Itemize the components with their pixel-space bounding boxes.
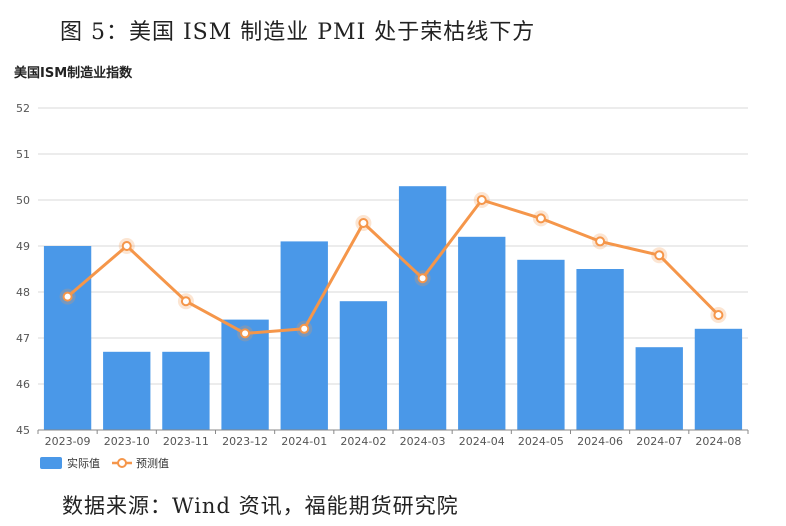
forecast-point bbox=[713, 310, 724, 320]
chart-title: 美国ISM制造业指数 bbox=[14, 66, 133, 81]
x-tick-label: 2024-07 bbox=[636, 435, 682, 448]
y-tick-label: 49 bbox=[16, 240, 30, 253]
source-note: 数据来源：Wind 资讯，福能期货研究院 bbox=[62, 494, 459, 518]
grid-lines bbox=[38, 107, 748, 385]
x-tick-label: 2024-03 bbox=[400, 435, 446, 448]
x-tick-label: 2023-10 bbox=[104, 435, 150, 448]
bar-series bbox=[43, 186, 743, 430]
y-tick-label: 52 bbox=[16, 102, 30, 115]
x-tick-label: 2024-02 bbox=[340, 435, 386, 448]
forecast-point bbox=[476, 195, 487, 205]
x-tick-label: 2024-06 bbox=[577, 435, 623, 448]
bar bbox=[280, 241, 328, 430]
forecast-point bbox=[180, 296, 191, 307]
bar bbox=[103, 351, 151, 430]
legend-swatch-forecast-dot bbox=[117, 458, 127, 468]
forecast-point bbox=[417, 273, 428, 284]
legend-label-actual: 实际值 bbox=[67, 456, 100, 470]
bar bbox=[576, 269, 624, 430]
bar bbox=[398, 186, 447, 430]
bar bbox=[694, 328, 743, 430]
x-tick-label: 2024-05 bbox=[518, 435, 564, 448]
y-tick-label: 51 bbox=[16, 148, 30, 161]
forecast-line bbox=[66, 198, 720, 335]
x-tick-label: 2023-11 bbox=[163, 435, 209, 448]
bar bbox=[339, 301, 388, 430]
legend-label-forecast: 预测值 bbox=[136, 457, 169, 470]
x-tick-label: 2024-04 bbox=[459, 435, 505, 448]
legend-swatch-actual bbox=[40, 457, 62, 469]
forecast-point bbox=[358, 218, 369, 228]
y-tick-label: 48 bbox=[16, 286, 30, 299]
x-tick-label: 2024-01 bbox=[281, 435, 327, 448]
bar bbox=[162, 351, 210, 430]
bar bbox=[635, 347, 683, 430]
x-axis-ticks: 2023-09 2023-10 2023-11 2023-12 2024-01 2024-… bbox=[37, 430, 749, 448]
forecast-point bbox=[595, 236, 606, 247]
line-series bbox=[59, 192, 727, 342]
figure-title: 图 5：美国 ISM 制造业 PMI 处于荣枯线下方 bbox=[60, 20, 536, 45]
y-tick-label: 47 bbox=[16, 332, 30, 345]
bar bbox=[458, 236, 506, 430]
y-tick-label: 46 bbox=[16, 378, 30, 391]
forecast-point bbox=[240, 328, 251, 339]
y-tick-label: 45 bbox=[16, 424, 30, 437]
forecast-point bbox=[299, 323, 310, 334]
x-tick-label: 2023-09 bbox=[45, 435, 91, 448]
forecast-point bbox=[535, 213, 546, 224]
x-tick-label: 2024-08 bbox=[695, 435, 741, 448]
forecast-point bbox=[62, 291, 73, 302]
bar bbox=[517, 259, 565, 430]
forecast-point bbox=[121, 241, 132, 251]
forecast-point bbox=[654, 250, 665, 261]
bar bbox=[43, 246, 92, 430]
y-tick-label: 50 bbox=[16, 194, 30, 207]
x-tick-label: 2023-12 bbox=[222, 435, 268, 448]
legend: 实际值 预测值 bbox=[40, 456, 169, 470]
y-axis-ticks: 45 46 47 48 49 50 51 52 bbox=[16, 102, 30, 437]
